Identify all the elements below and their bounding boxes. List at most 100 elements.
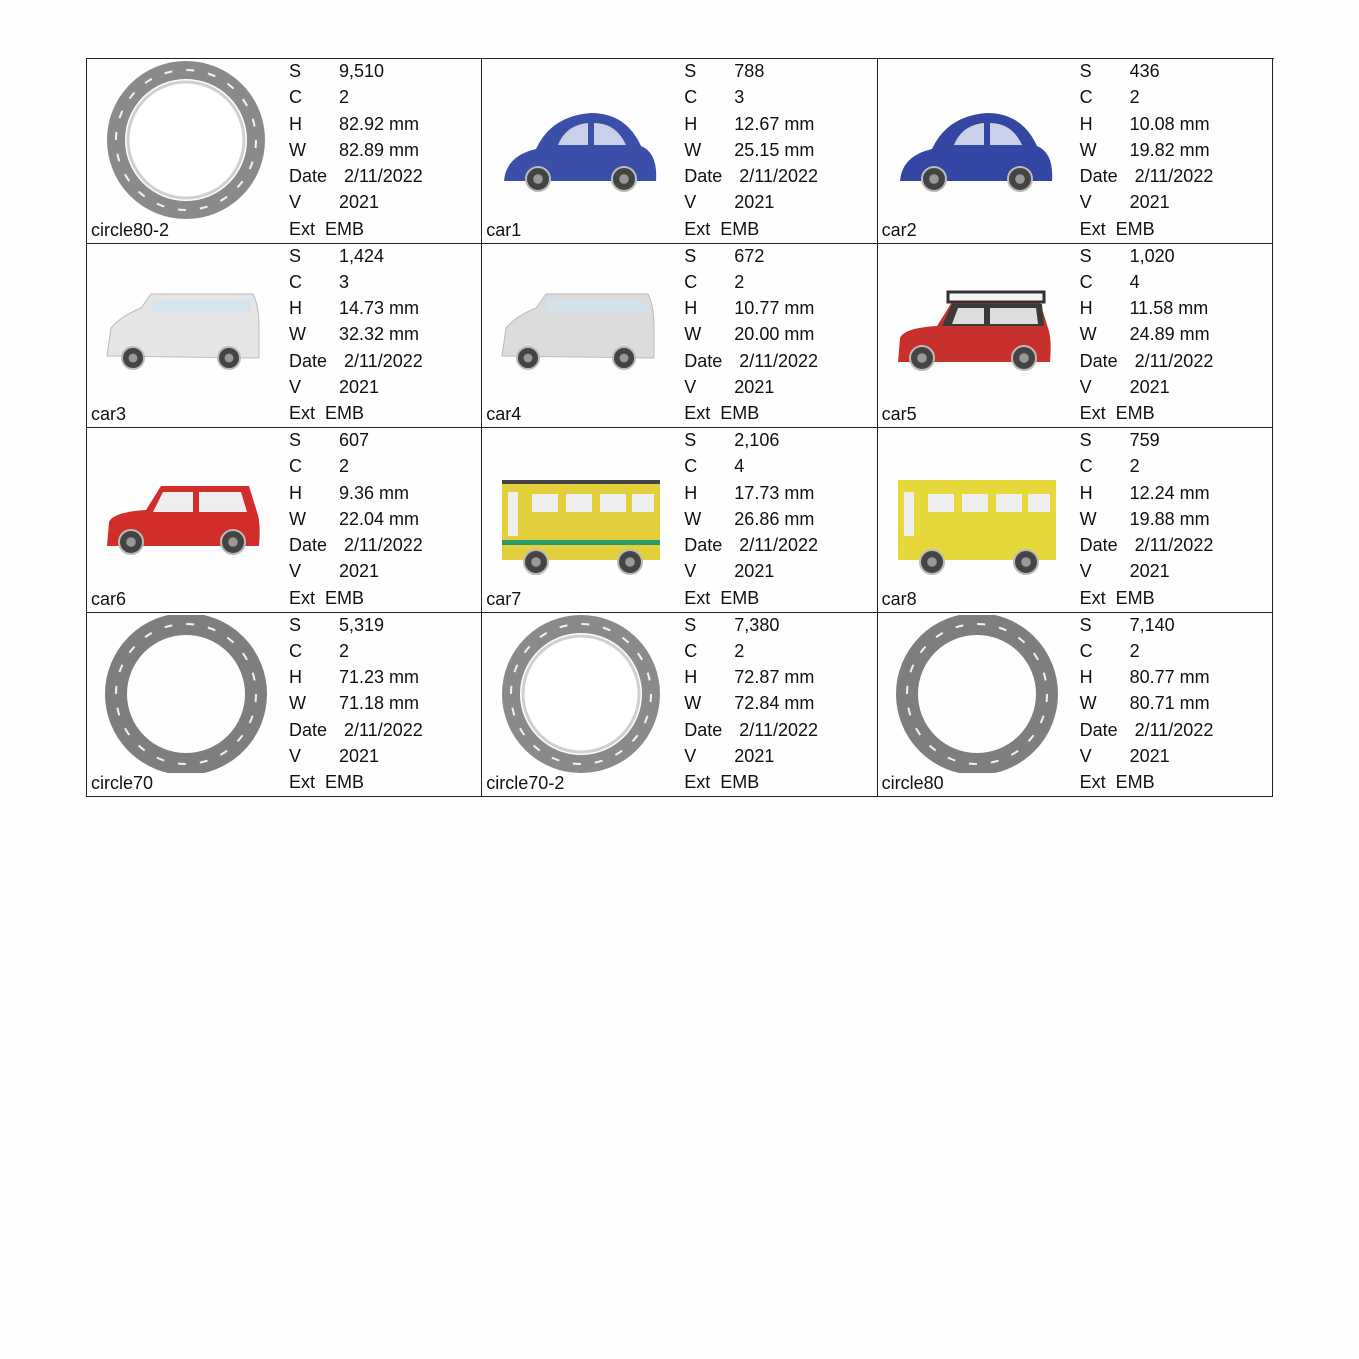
- info-value: EMB: [1115, 218, 1155, 239]
- info-label: Ext: [1079, 218, 1106, 239]
- design-cell: car4 S 672 C 2 H 10.77 mm W 20.00 mm Date 2/11/202…: [482, 243, 878, 428]
- info-value: EMB: [1115, 403, 1155, 424]
- info-value: 71.23 mm: [339, 667, 420, 688]
- design-name: car3: [91, 404, 127, 424]
- design-cell: car5 S 1,020 C 4 H 11.58 mm W 24.89 mm Date 2/11/2…: [877, 243, 1273, 428]
- info-row-ext: Ext EMB: [289, 769, 423, 795]
- info-value: 2021: [1129, 376, 1170, 397]
- info-row-date: Date 2/11/2022: [684, 348, 818, 374]
- design-thumbnail-mini-roof: [897, 290, 1051, 371]
- info-row-s: S 1,424: [289, 244, 423, 269]
- info-value: 2/11/2022: [344, 350, 423, 371]
- info-label: S: [1079, 614, 1092, 635]
- info-value: 2021: [1129, 745, 1170, 766]
- info-value: 2021: [1129, 192, 1170, 213]
- info-row-w: W 22.04 mm: [289, 506, 423, 532]
- info-row-w: W 80.71 mm: [1080, 690, 1214, 716]
- info-label: H: [684, 667, 698, 688]
- info-row-w: W 26.86 mm: [684, 506, 818, 532]
- info-label: H: [1079, 482, 1093, 503]
- info-value: EMB: [325, 587, 365, 608]
- info-value: 3: [339, 271, 350, 292]
- info-row-s: S 436: [1080, 59, 1214, 84]
- info-row-v: V 2021: [1080, 189, 1214, 215]
- info-value: 22.04 mm: [339, 508, 420, 529]
- info-value: 2/11/2022: [739, 166, 819, 187]
- info-label: W: [289, 693, 306, 714]
- info-row-ext: Ext EMB: [289, 585, 423, 611]
- info-value: 4: [734, 456, 745, 477]
- info-row-date: Date 2/11/2022: [289, 163, 423, 189]
- info-label: S: [1079, 245, 1092, 266]
- design-catalog-table: circle80-2 S 9,510 C 2 H 82.92 mm W 82.89 mm Date…: [86, 58, 1274, 797]
- info-label: S: [684, 430, 697, 450]
- info-label: S: [289, 245, 302, 266]
- info-label: C: [1079, 271, 1093, 292]
- info-row-h: H 11.58 mm: [1080, 295, 1214, 321]
- design-thumbnail-ring-outlined: [107, 61, 265, 219]
- design-name: circle70-2: [486, 773, 565, 793]
- info-value: 2/11/2022: [344, 535, 423, 556]
- info-value: 24.89 mm: [1129, 324, 1210, 345]
- info-label: Date: [684, 535, 723, 556]
- info-value: 72.87 mm: [734, 667, 815, 688]
- info-value: 9,510: [339, 61, 385, 81]
- info-row-h: H 12.67 mm: [684, 111, 818, 137]
- info-value: 11.58 mm: [1129, 298, 1209, 319]
- info-label: W: [1079, 324, 1097, 345]
- design-thumbnail-beetle: [899, 113, 1052, 192]
- info-value: 2/11/2022: [344, 719, 423, 740]
- info-label: Date: [684, 166, 723, 187]
- info-value: 2: [1129, 640, 1140, 661]
- design-info: S 9,510 C 2 H 82.92 mm W 82.89 mm Date 2/11/2022 V…: [289, 59, 423, 242]
- info-row-s: S 607: [289, 428, 423, 453]
- info-label: S: [289, 61, 302, 81]
- info-row-v: V 2021: [289, 743, 423, 769]
- info-value: 2021: [339, 561, 380, 582]
- info-row-h: H 9.36 mm: [289, 480, 423, 506]
- info-label: V: [1079, 192, 1092, 213]
- design-thumbnail-ring: [105, 614, 267, 773]
- info-label: Ext: [684, 772, 711, 793]
- design-thumbnail-ring-outlined: [502, 614, 661, 773]
- info-value: 759: [1129, 430, 1160, 450]
- design-thumbnail-van: [106, 293, 260, 370]
- info-label: Date: [684, 719, 723, 740]
- info-label: V: [289, 192, 302, 213]
- design-info: S 436 C 2 H 10.08 mm W 19.82 mm Date 2/11/2022 V 20…: [1080, 59, 1214, 242]
- info-label: H: [684, 482, 698, 503]
- info-value: EMB: [1115, 772, 1155, 793]
- info-label: Date: [289, 719, 328, 740]
- info-label: Ext: [289, 772, 316, 793]
- info-row-h: H 10.77 mm: [684, 295, 818, 321]
- design-thumbnail-beetle: [504, 113, 657, 192]
- info-row-ext: Ext EMB: [1080, 216, 1214, 242]
- design-name: car1: [486, 219, 522, 240]
- info-value: 436: [1129, 61, 1160, 81]
- info-value: 3: [734, 87, 745, 108]
- info-row-ext: Ext EMB: [684, 585, 818, 611]
- design-thumbnail-mini: [107, 486, 260, 555]
- design-info: S 2,106 C 4 H 17.73 mm W 26.86 mm Date 2/11/2022 V…: [684, 428, 818, 611]
- info-row-s: S 7,140: [1080, 613, 1214, 638]
- design-thumbnail-bus-striped: [502, 480, 661, 575]
- info-value: 2/11/2022: [1134, 350, 1214, 371]
- info-value: 12.67 mm: [734, 113, 815, 134]
- info-label: H: [684, 298, 698, 319]
- info-value: 1,020: [1129, 245, 1175, 266]
- info-value: 2021: [339, 376, 380, 397]
- info-value: EMB: [720, 772, 760, 793]
- info-label: H: [289, 113, 302, 134]
- info-value: 2021: [339, 192, 380, 213]
- info-label: Ext: [1079, 403, 1106, 424]
- info-label: V: [684, 376, 697, 397]
- info-label: W: [289, 139, 306, 160]
- info-label: S: [684, 61, 697, 81]
- info-value: EMB: [325, 218, 365, 239]
- info-value: 2: [339, 640, 350, 661]
- info-value: 2: [734, 640, 745, 661]
- info-label: W: [289, 508, 306, 529]
- info-label: W: [1079, 508, 1097, 529]
